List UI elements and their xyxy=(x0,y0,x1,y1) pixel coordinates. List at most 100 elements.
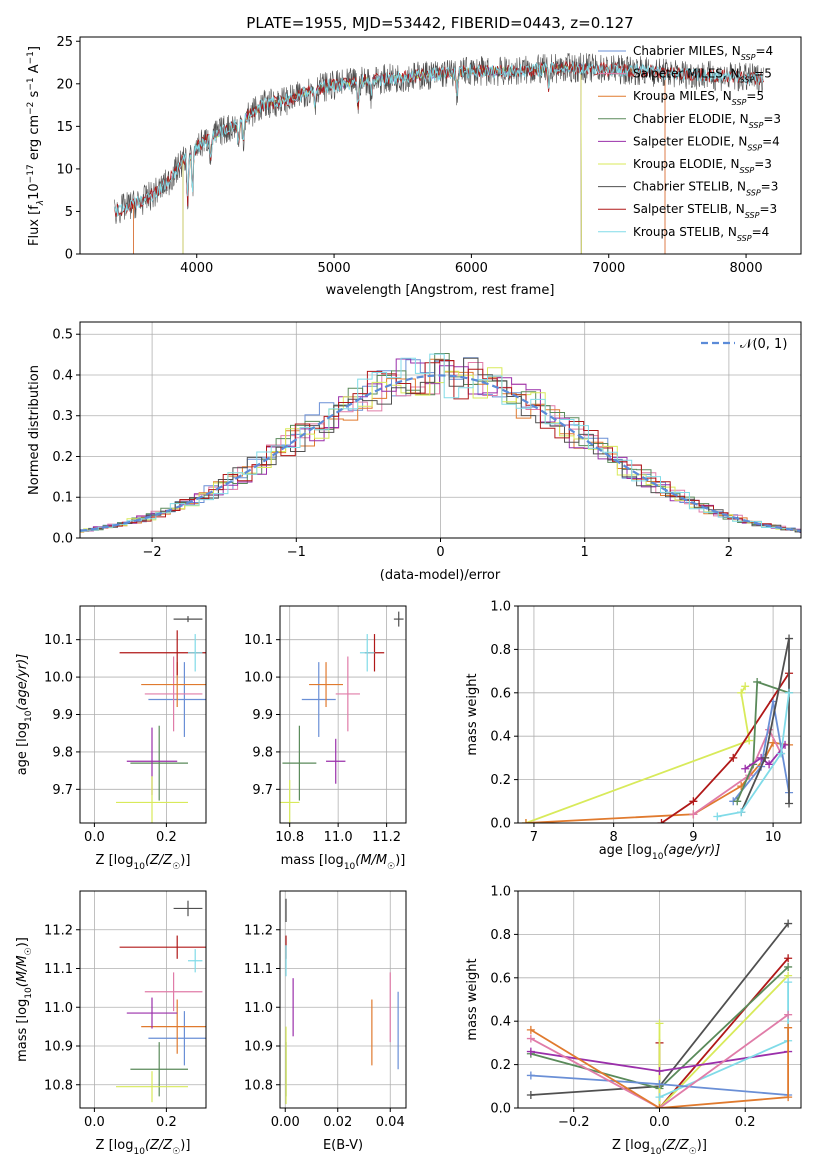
legend-name: Chabrier STELIB xyxy=(633,180,729,194)
label-part: )] xyxy=(180,853,190,868)
x-tick-label: 8000 xyxy=(730,261,763,276)
y-tick-label: 11.1 xyxy=(244,962,273,977)
errorbar-point xyxy=(188,634,203,672)
weight-marker xyxy=(521,819,530,823)
y-tick-label: 1.0 xyxy=(490,885,511,900)
legend-nssp: 3 xyxy=(770,202,778,216)
x-axis-label: E(B-V) xyxy=(323,1138,363,1153)
errorbar-point xyxy=(144,972,203,1012)
histogram-salpeter-stelib xyxy=(80,360,801,532)
legend-eq: = xyxy=(759,202,769,216)
legend-sep: , N xyxy=(731,134,748,148)
y-tick-label: 10.1 xyxy=(244,633,273,648)
weight-line xyxy=(530,1027,789,1108)
label-part: Z [log xyxy=(96,1138,134,1153)
weight-marker xyxy=(729,753,738,762)
label-part: (age/yr)] xyxy=(15,654,30,711)
axes-frame xyxy=(279,890,407,1109)
y-tick-label: 0.4 xyxy=(490,1015,511,1030)
weight-marker xyxy=(733,797,742,806)
weight-marker xyxy=(526,1034,535,1043)
x-tick-label: 8 xyxy=(610,830,618,845)
x-tick-label: 11.0 xyxy=(324,830,353,845)
y-tick-label: 25 xyxy=(56,35,73,50)
label-part: (age/yr)] xyxy=(663,843,720,858)
panel-spectrum: 4000 5000 6000 7000 8000 0 5 10 15 20 25 PLATE=1955… xyxy=(26,14,802,298)
y-tick-label: 0.5 xyxy=(52,328,73,343)
spectrum-line xyxy=(113,61,764,217)
weight-marker xyxy=(689,797,698,806)
label-part: 10 xyxy=(24,987,34,999)
weight-marker xyxy=(689,810,698,819)
x-axis-label: Z [log10(Z/Z☉)] xyxy=(96,853,191,872)
errorbar-point xyxy=(148,662,206,737)
x-tick-label: 7000 xyxy=(592,261,625,276)
weight-marker xyxy=(526,1047,535,1056)
normal-reference-curve xyxy=(80,374,801,532)
panel-weight-vs-Z: −0.2 0.0 0.2 0.0 0.2 0.4 0.6 0.8 1.0 Z [log10(Z/Z… xyxy=(465,885,802,1157)
label-part: s xyxy=(27,90,42,101)
label-part: λ xyxy=(36,200,46,206)
weight-marker xyxy=(655,1104,664,1108)
spectrum-line xyxy=(182,63,582,254)
plot-area xyxy=(280,611,404,823)
label-part: 10 xyxy=(24,710,34,722)
legend-sep: , N xyxy=(723,157,740,171)
legend-eq: = xyxy=(762,134,772,148)
errorbar-point xyxy=(119,935,206,959)
panel-residuals: −2 −1 0 1 2 0.0 0.1 0.2 0.3 0.4 0.5 (data-model)/er… xyxy=(27,321,802,583)
errorbar-point xyxy=(130,1042,188,1097)
y-tick-label: 0.4 xyxy=(490,730,511,745)
legend-eq: = xyxy=(754,67,764,81)
x-tick-label: 0.2 xyxy=(735,1115,756,1130)
plot-area xyxy=(116,900,206,1103)
weight-line xyxy=(740,638,790,813)
legend-sep: , N xyxy=(723,67,740,81)
y-tick-label: 1.0 xyxy=(490,600,511,615)
label-part: mass [log xyxy=(15,999,30,1062)
errorbar-point xyxy=(116,1071,188,1103)
y-tick-label: 9.7 xyxy=(252,783,273,798)
legend-name: Kroupa STELIB xyxy=(633,225,720,239)
legend-name: Salpeter ELODIE xyxy=(633,134,731,148)
weight-line xyxy=(525,685,751,823)
legend-sub: SSP xyxy=(745,211,760,220)
legend-sub: SSP xyxy=(746,188,761,197)
errorbar-point xyxy=(173,900,203,917)
x-tick-label: 0.0 xyxy=(84,830,105,845)
legend-sub: SSP xyxy=(740,75,755,84)
y-tick-label: 0.0 xyxy=(52,532,73,547)
legend-eq: = xyxy=(754,157,764,171)
weight-line xyxy=(530,1013,789,1108)
legend-eq: = xyxy=(755,44,765,58)
y-tick-label: 15 xyxy=(56,120,73,135)
y-tick-label: 10.8 xyxy=(244,1078,273,1093)
weight-marker xyxy=(526,1025,535,1034)
label-part: )] xyxy=(697,1138,707,1153)
y-tick-label: 5 xyxy=(65,205,73,220)
label-part: )] xyxy=(15,937,30,947)
spectrum-line xyxy=(133,64,666,254)
plot-area xyxy=(113,52,764,254)
x-tick-label: 11.2 xyxy=(372,830,401,845)
x-tick-label: 10.8 xyxy=(275,830,304,845)
x-tick-label: 5000 xyxy=(318,261,351,276)
label-part: Flux [f xyxy=(27,205,42,246)
plot-area xyxy=(521,634,794,823)
legend-eq: = xyxy=(763,112,773,126)
y-tick-label: 10.0 xyxy=(44,671,73,686)
errorbar-point xyxy=(335,656,360,732)
legend-name: Salpeter MILES xyxy=(633,67,723,81)
x-tick-label: 0.2 xyxy=(156,1115,177,1130)
x-tick-label: 10 xyxy=(765,830,782,845)
errorbar-point xyxy=(280,779,300,823)
y-tick-label: 11.2 xyxy=(44,923,73,938)
weight-marker xyxy=(745,736,754,745)
y-tick-label: 10.9 xyxy=(44,1040,73,1055)
spectrum-line xyxy=(182,63,582,254)
label-part: −2 xyxy=(26,102,36,115)
y-tick-label: 9.8 xyxy=(52,745,73,760)
weight-marker xyxy=(785,799,794,808)
